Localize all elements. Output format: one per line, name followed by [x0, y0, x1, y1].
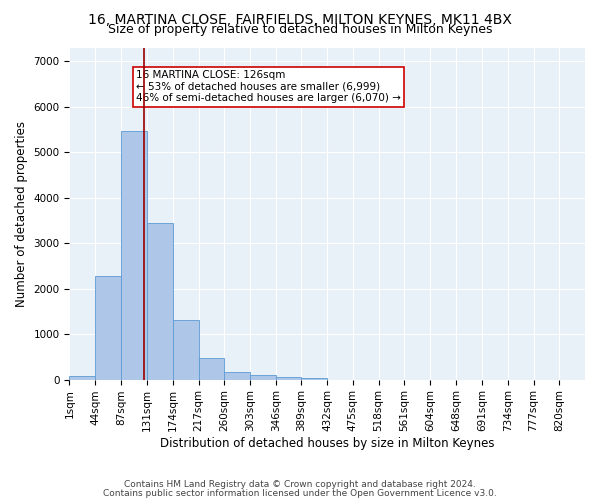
Text: Size of property relative to detached houses in Milton Keynes: Size of property relative to detached ho…	[108, 22, 492, 36]
Bar	[70, 376, 95, 380]
Bar	[276, 377, 301, 380]
Bar	[301, 378, 327, 380]
Text: Contains HM Land Registry data © Crown copyright and database right 2024.: Contains HM Land Registry data © Crown c…	[124, 480, 476, 489]
Bar	[95, 276, 121, 380]
X-axis label: Distribution of detached houses by size in Milton Keynes: Distribution of detached houses by size …	[160, 437, 494, 450]
Bar	[173, 320, 199, 380]
Bar	[121, 131, 147, 380]
Bar	[147, 222, 173, 380]
Bar	[224, 372, 250, 380]
Text: Contains public sector information licensed under the Open Government Licence v3: Contains public sector information licen…	[103, 488, 497, 498]
Bar	[199, 358, 224, 380]
Text: 16 MARTINA CLOSE: 126sqm
← 53% of detached houses are smaller (6,999)
46% of sem: 16 MARTINA CLOSE: 126sqm ← 53% of detach…	[136, 70, 401, 103]
Y-axis label: Number of detached properties: Number of detached properties	[15, 120, 28, 306]
Bar	[250, 375, 276, 380]
Text: 16, MARTINA CLOSE, FAIRFIELDS, MILTON KEYNES, MK11 4BX: 16, MARTINA CLOSE, FAIRFIELDS, MILTON KE…	[88, 12, 512, 26]
